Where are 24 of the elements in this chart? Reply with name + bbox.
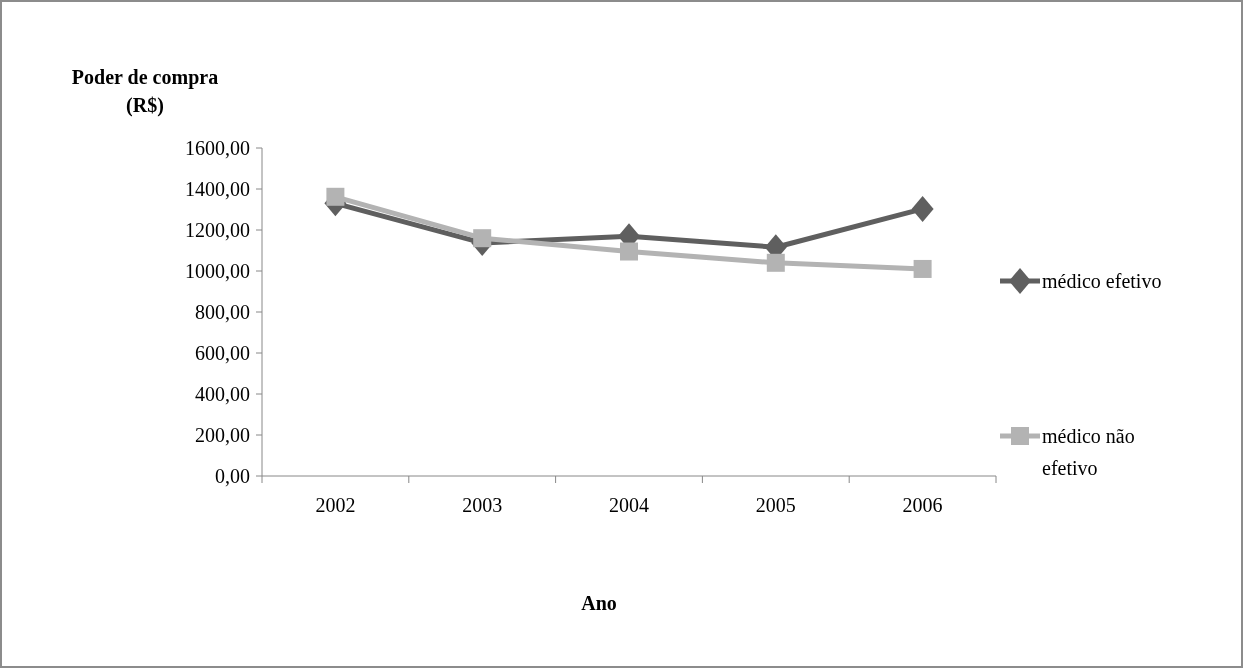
y-tick-label: 0,00 xyxy=(215,465,250,487)
y-tick-label: 600,00 xyxy=(195,342,250,364)
y-tick-label: 1200,00 xyxy=(185,219,250,241)
point xyxy=(620,242,638,261)
x-tick-label: 2004 xyxy=(609,494,649,516)
y-tick-label: 400,00 xyxy=(195,383,250,405)
y-axis-title: Poder de compra (R$) xyxy=(71,66,219,117)
x-axis-title: Ano xyxy=(581,592,617,614)
y-tick-label: 1400,00 xyxy=(185,178,250,200)
x-tick-label: 2006 xyxy=(902,494,943,516)
y-tick-label: 800,00 xyxy=(195,301,250,323)
y-tick-label: 200,00 xyxy=(195,424,250,446)
y-tick-label: 1600,00 xyxy=(185,137,250,159)
x-tick-label: 2005 xyxy=(755,494,796,516)
x-tick-label: 2002 xyxy=(315,494,356,516)
point xyxy=(473,229,492,248)
point xyxy=(326,187,345,206)
x-tick-label: 2003 xyxy=(462,494,503,516)
legend-label: médico efetivo xyxy=(1042,270,1162,292)
point xyxy=(913,259,932,278)
point xyxy=(911,195,934,222)
point xyxy=(766,253,785,272)
y-tick-label: 1000,00 xyxy=(185,260,250,282)
legend-label: médico não efetivo xyxy=(1042,425,1135,479)
